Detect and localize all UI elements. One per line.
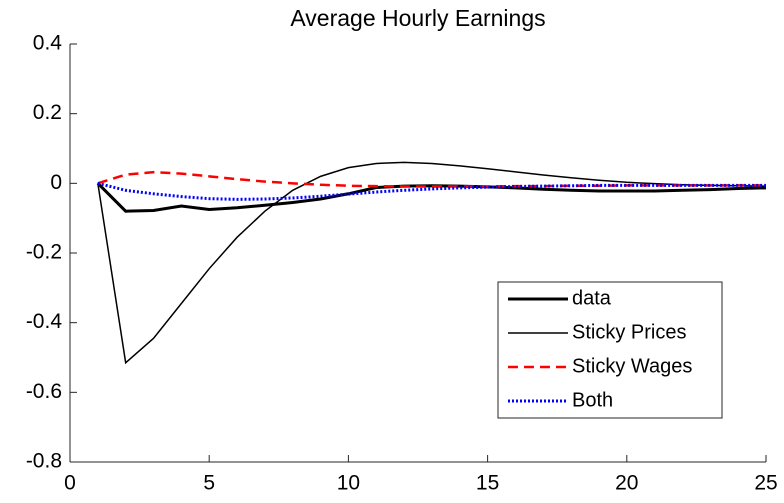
legend-label: Both	[572, 389, 613, 411]
legend-box	[497, 281, 723, 419]
legend-label: Sticky Prices	[572, 321, 686, 343]
chart-title: Average Hourly Earnings	[290, 5, 545, 31]
x-tick-label: 25	[754, 472, 777, 495]
legend-label: Sticky Wages	[572, 355, 692, 377]
x-tick-label: 15	[476, 472, 499, 495]
x-tick-label: 5	[203, 472, 215, 495]
x-tick-label: 10	[337, 472, 360, 495]
y-tick-label: -0.2	[26, 241, 62, 264]
x-tick-label: 20	[615, 472, 638, 495]
series-line	[97, 161, 767, 365]
series-line	[97, 181, 766, 201]
series-line	[97, 170, 766, 188]
y-tick-label: 0.4	[33, 32, 63, 55]
y-tick-label: -0.4	[26, 310, 63, 333]
y-tick-label: -0.8	[26, 450, 62, 473]
x-tick-label: 0	[64, 472, 76, 495]
y-tick-label: -0.6	[26, 380, 62, 403]
legend-label: data	[572, 287, 612, 309]
y-tick-label: 0.2	[33, 101, 62, 124]
y-tick-label: 0	[50, 171, 62, 194]
